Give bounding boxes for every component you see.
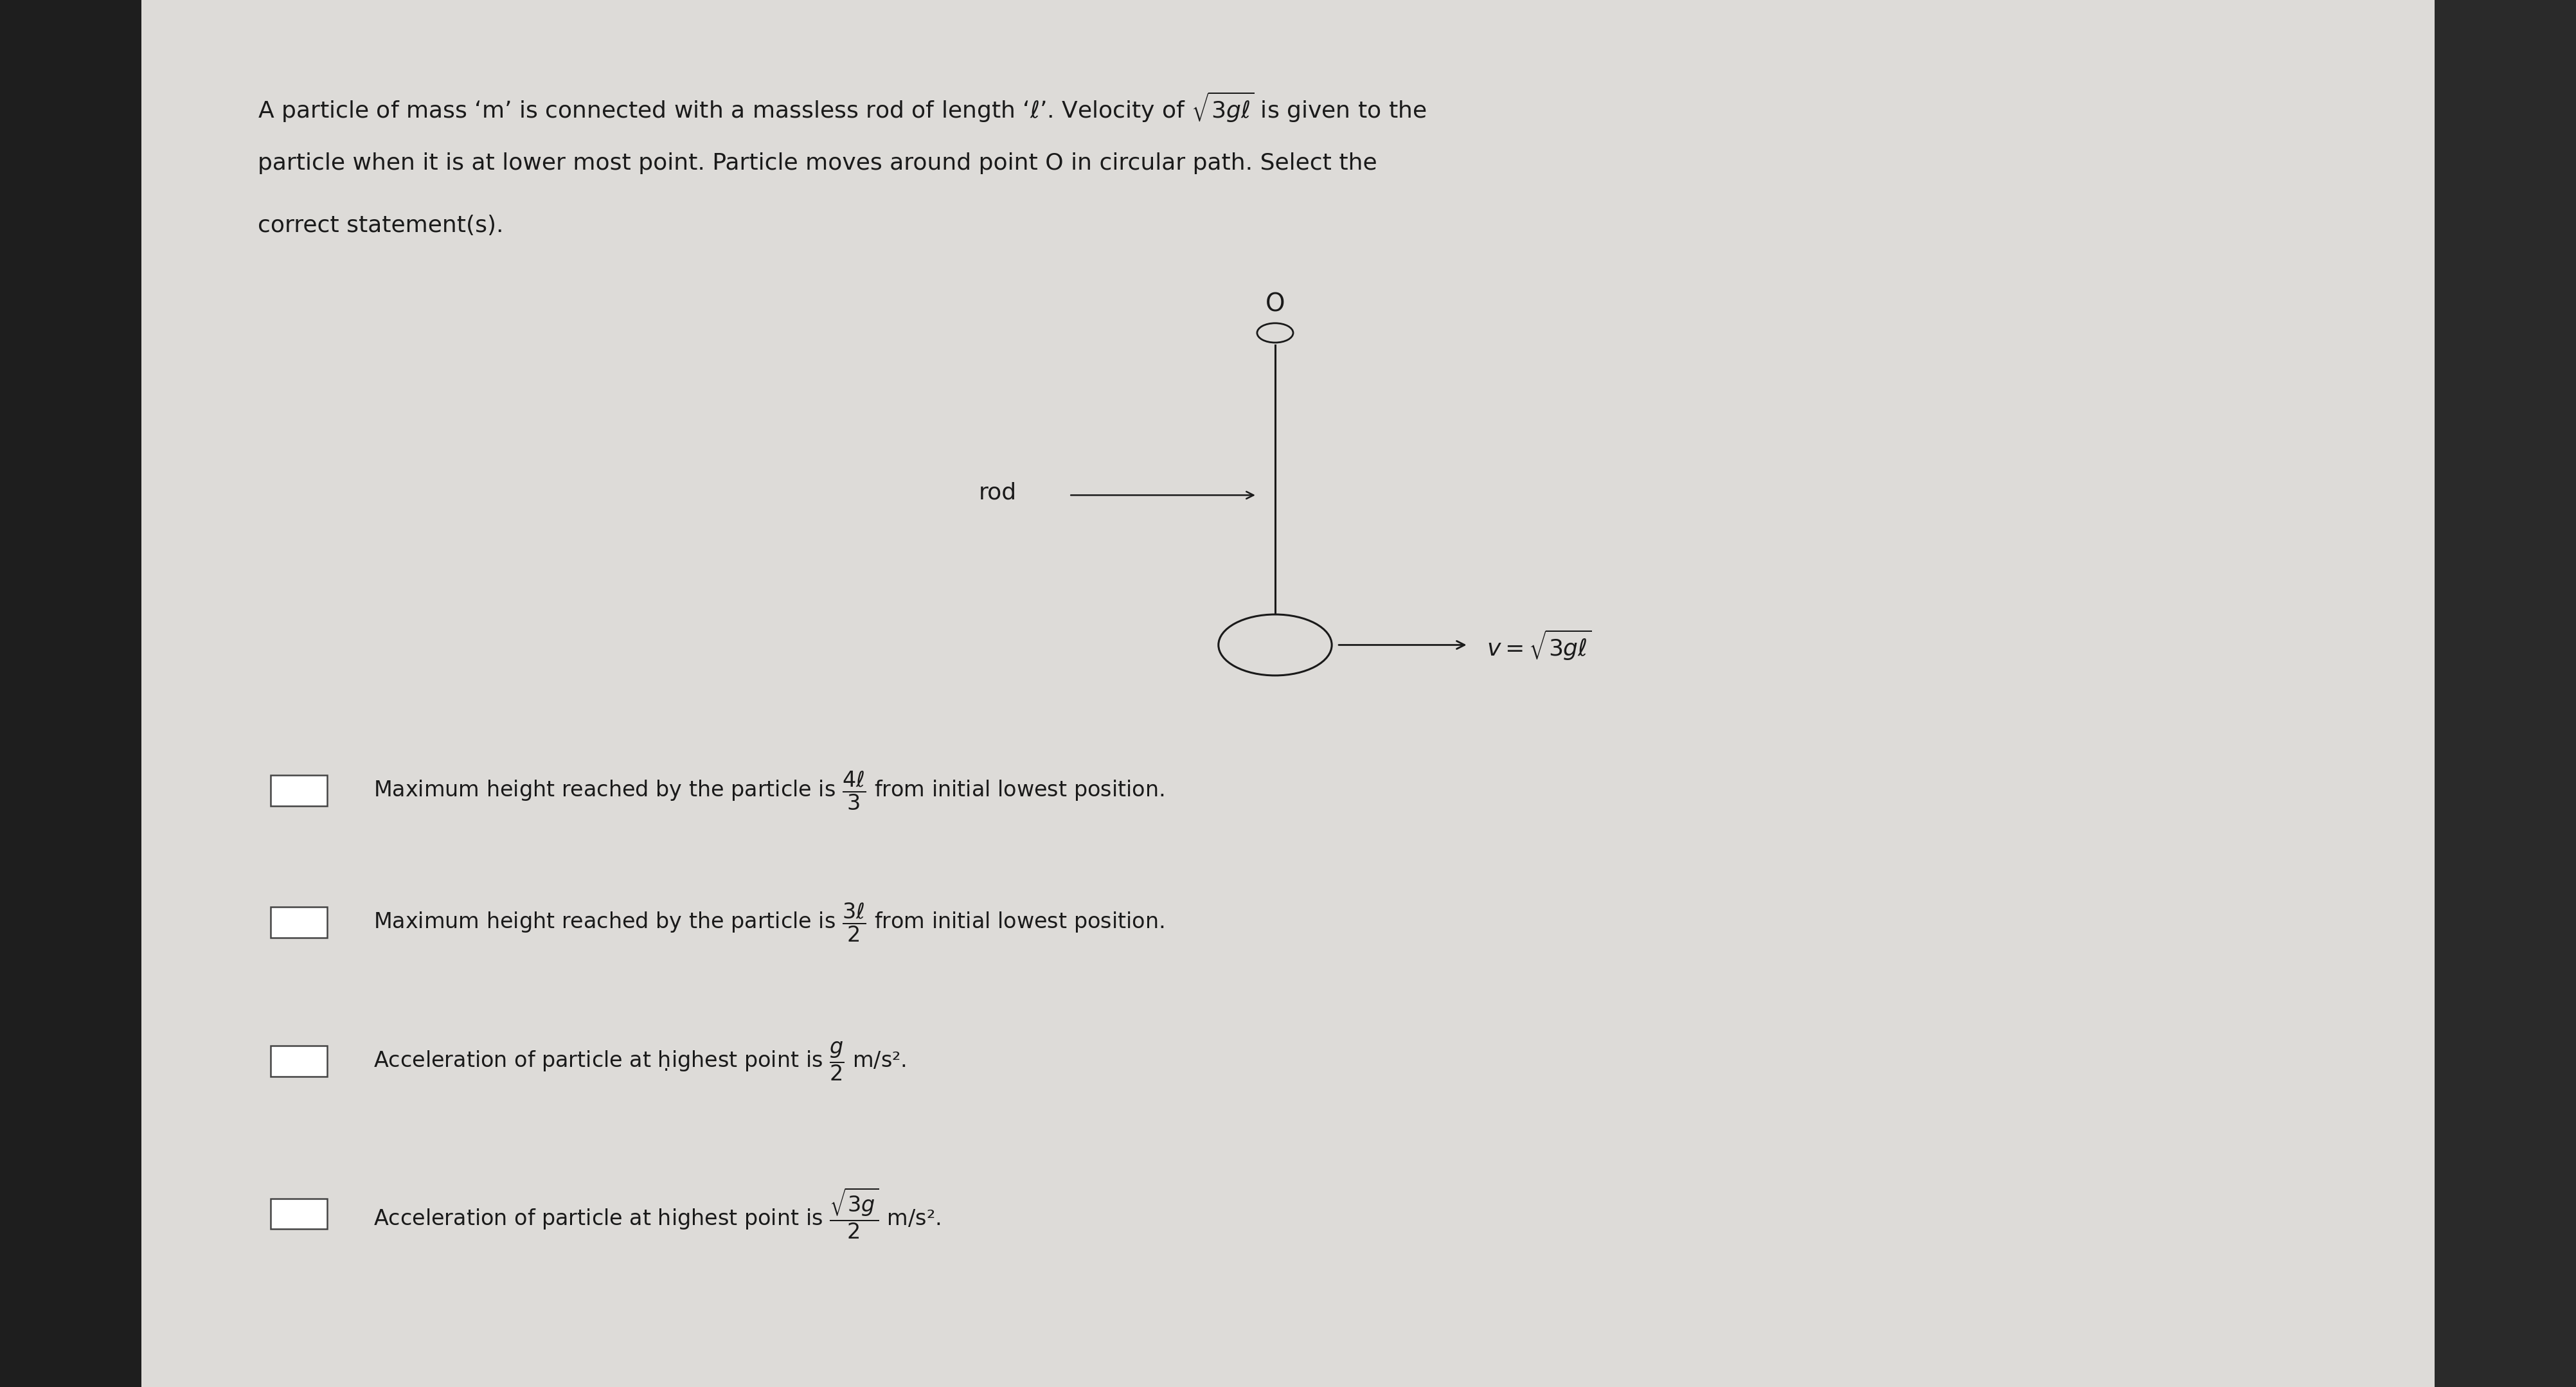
Text: A particle of mass ‘m’ is connected with a massless rod of length ‘ℓ’. Velocity : A particle of mass ‘m’ is connected with… — [258, 90, 1427, 123]
Circle shape — [1218, 614, 1332, 675]
Text: Acceleration of particle at highest point is $\dfrac{\sqrt{3g}}{2}$ m/s².: Acceleration of particle at highest poin… — [374, 1186, 940, 1241]
Bar — [2434, 0, 2576, 1387]
Text: Acceleration of particle at ḥighest point is $\dfrac{g}{2}$ m/s².: Acceleration of particle at ḥighest poi… — [374, 1040, 907, 1082]
Bar — [270, 1046, 327, 1076]
Bar — [270, 907, 327, 938]
Bar — [270, 1198, 327, 1229]
Circle shape — [1257, 323, 1293, 343]
Text: $v =\sqrt{3g\ell}$: $v =\sqrt{3g\ell}$ — [1486, 628, 1592, 662]
Text: correct statement(s).: correct statement(s). — [258, 215, 502, 237]
Text: Maximum height reached by the particle is $\dfrac{3\ell}{2}$ from initial lowest: Maximum height reached by the particle i… — [374, 902, 1164, 943]
Text: O: O — [1265, 291, 1285, 316]
Bar — [0, 0, 142, 1387]
Text: rod: rod — [979, 481, 1018, 503]
Bar — [142, 0, 2434, 1387]
Text: Maximum height reached by the particle is $\dfrac{4\ell}{3}$ from initial lowest: Maximum height reached by the particle i… — [374, 770, 1164, 811]
Bar — [270, 775, 327, 806]
Text: particle when it is at lower most point. Particle moves around point O in circul: particle when it is at lower most point.… — [258, 153, 1378, 175]
